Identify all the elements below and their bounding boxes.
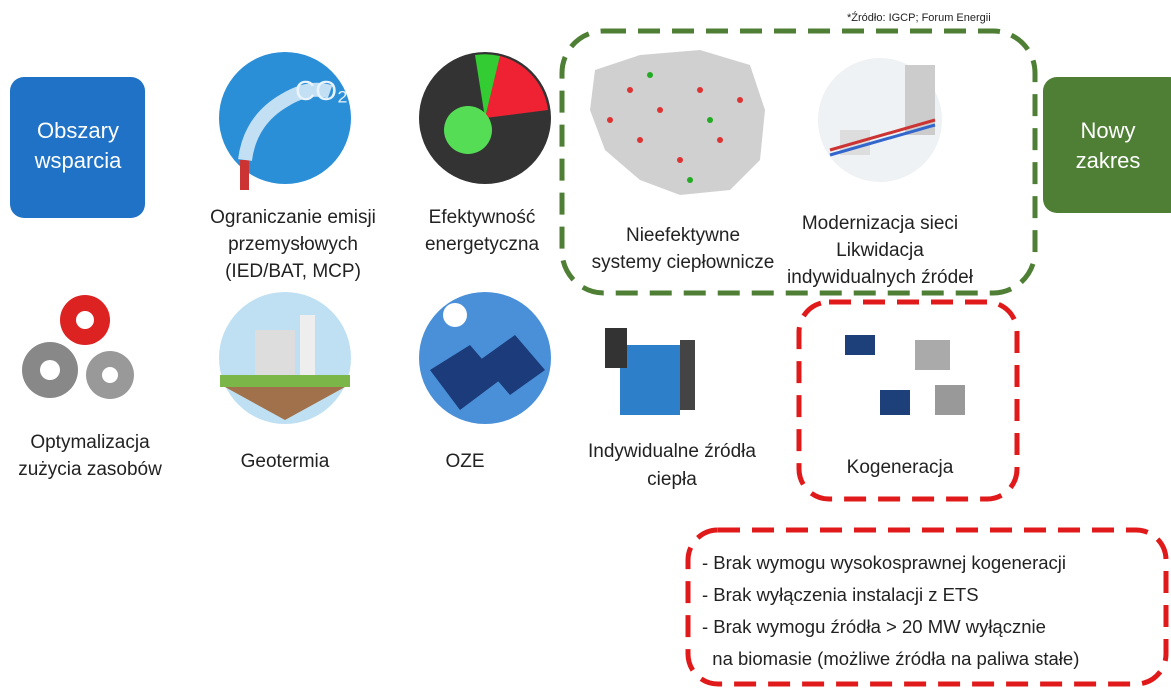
item-label: Indywidualne źródła	[588, 441, 756, 463]
note-line: - Brak wymogu wysokosprawnej kogeneracji	[702, 552, 1066, 574]
item-label: Nieefektywne	[626, 225, 740, 247]
item-label: systemy ciepłownicze	[592, 252, 775, 274]
item-label: OZE	[445, 451, 484, 473]
solar-icon	[419, 292, 551, 424]
source-note: *Źródło: IGCP; Forum Energii	[847, 12, 991, 24]
item-label: Kogeneracja	[847, 457, 954, 479]
graphics: CO₂	[0, 0, 1171, 689]
note-line: - Brak wyłączenia instalacji z ETS	[702, 584, 979, 606]
item-label: zużycia zasobów	[18, 459, 162, 481]
right-box-label: Nowy	[1080, 118, 1135, 144]
item-label: Modernizacja sieci	[802, 213, 958, 235]
svg-text:CO₂: CO₂	[295, 75, 348, 106]
item-label: Likwidacja	[836, 240, 924, 262]
item-label: (IED/BAT, MCP)	[225, 261, 361, 283]
geothermal-icon	[219, 292, 351, 424]
item-label: Efektywność	[429, 207, 536, 229]
right-box	[1043, 77, 1171, 213]
slide: CO₂ *Źródło: IGCP; Forum Energii Obszary w…	[0, 0, 1171, 689]
efficiency-icon	[419, 52, 551, 184]
item-label: indywidualnych źródeł	[787, 267, 973, 289]
item-label: przemysłowych	[228, 234, 358, 256]
item-label: Optymalizacja	[30, 432, 149, 454]
item-label: energetyczna	[425, 234, 539, 256]
item-label: Ograniczanie emisji	[210, 207, 376, 229]
note-line: na biomasie (możliwe źródła na paliwa st…	[702, 648, 1079, 670]
item-label: ciepła	[647, 469, 697, 491]
left-box-label: Obszary	[37, 118, 119, 144]
item-label: Geotermia	[241, 451, 330, 473]
gears-icon	[22, 295, 134, 399]
cogeneration-icon	[845, 335, 965, 415]
boiler-icon	[605, 328, 695, 415]
poland-map-icon	[590, 50, 765, 195]
network-icon	[818, 58, 942, 182]
co2-icon: CO₂	[219, 52, 351, 190]
right-box-label: zakres	[1076, 148, 1141, 174]
note-line: - Brak wymogu źródła > 20 MW wyłącznie	[702, 616, 1046, 638]
left-box-label: wsparcia	[35, 148, 122, 174]
